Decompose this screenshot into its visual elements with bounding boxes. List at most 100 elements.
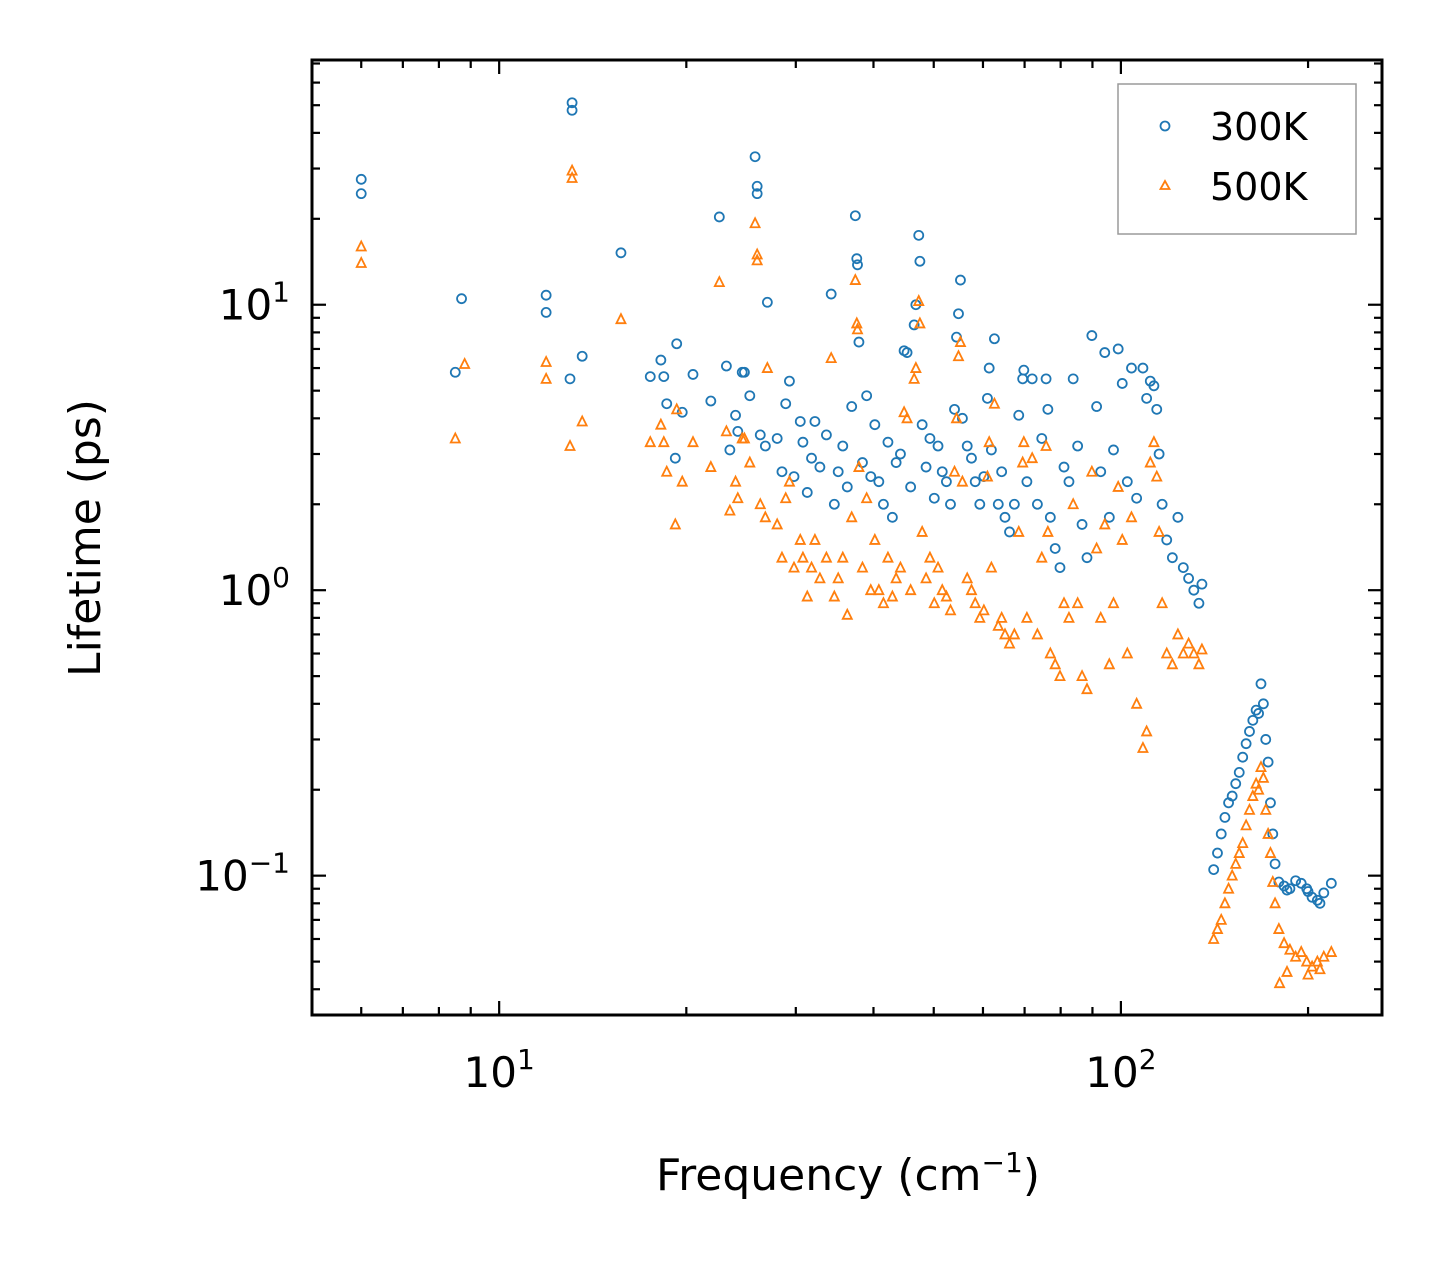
data-point-500K: [1041, 524, 1054, 537]
data-point-500K: [1136, 741, 1149, 753]
data-point-500K: [1207, 931, 1220, 944]
data-point-500K: [801, 589, 814, 602]
data-point-500K: [1040, 438, 1053, 451]
x-axis-title: Frequency (cm−1): [656, 1146, 1040, 1201]
data-point-500K: [890, 571, 903, 584]
data-point-300K: [540, 307, 552, 318]
data-point-500K: [1211, 922, 1224, 934]
data-point-500K: [901, 411, 914, 424]
data-point-300K: [355, 188, 367, 200]
data-point-500K: [985, 560, 998, 573]
data-point-500K: [1269, 896, 1282, 909]
y-axis-title: Lifetime (ps): [60, 399, 111, 677]
y-tick-label: 100: [219, 561, 290, 615]
data-point-500K: [576, 414, 589, 427]
data-point-300K: [949, 403, 960, 415]
data-point-300K: [720, 360, 732, 372]
data-point-500K: [657, 435, 670, 448]
data-point-500K: [1054, 669, 1066, 682]
data-point-300K: [1151, 403, 1163, 415]
data-point-500K: [1076, 669, 1089, 682]
data-point-500K: [999, 627, 1011, 640]
data-point-500K: [886, 589, 899, 602]
y-tick-label: 10−1: [195, 847, 290, 901]
data-point-300K: [1137, 362, 1149, 374]
data-point-500K: [936, 583, 949, 596]
data-point-500K: [849, 273, 862, 285]
data-point-300K: [1230, 778, 1242, 790]
data-point-300K: [966, 452, 977, 464]
data-point-500K: [1252, 782, 1265, 795]
data-point-300K: [1212, 847, 1223, 859]
data-point-500K: [1229, 856, 1242, 869]
series-500K: [355, 163, 1338, 989]
data-point-300K: [1049, 543, 1061, 554]
data-point-500K: [644, 435, 657, 448]
legend-marker-500k: [1158, 179, 1172, 190]
data-point-500K: [1017, 435, 1030, 448]
data-point-300K: [751, 188, 763, 200]
data-point-500K: [877, 596, 890, 609]
data-point-300K: [776, 466, 788, 478]
data-point-300K: [1042, 403, 1054, 415]
data-point-500K: [973, 610, 986, 623]
data-point-300K: [1290, 875, 1302, 887]
data-point-300K: [801, 487, 813, 498]
data-point-300K: [1153, 448, 1165, 460]
data-point-500K: [1008, 627, 1021, 640]
data-point-300K: [658, 371, 670, 383]
x-tick-label: 102: [1085, 1043, 1156, 1097]
data-point-500K: [1273, 976, 1286, 989]
data-point-500K: [540, 355, 553, 367]
data-point-500K: [1156, 596, 1169, 609]
data-point-300K: [1255, 678, 1267, 690]
data-point-300K: [687, 369, 699, 380]
data-point-300K: [1318, 887, 1330, 899]
data-point-300K: [1116, 378, 1128, 389]
data-point-300K: [759, 440, 771, 452]
data-point-300K: [1026, 373, 1038, 385]
data-point-500K: [749, 216, 762, 229]
data-point-500K: [845, 510, 858, 523]
data-point-300K: [1295, 877, 1307, 889]
data-point-300K: [661, 398, 673, 410]
data-point-300K: [1253, 708, 1264, 719]
data-point-300K: [1265, 797, 1276, 809]
data-point-300K: [890, 457, 902, 468]
data-point-500K: [676, 474, 689, 487]
data-point-300K: [1017, 373, 1029, 385]
data-point-300K: [1240, 738, 1252, 750]
data-point-500K: [940, 589, 953, 602]
data-point-500K: [1302, 967, 1315, 980]
data-point-500K: [1259, 802, 1272, 815]
data-point-300K: [953, 308, 964, 320]
data-point-300K: [780, 398, 792, 410]
data-point-500K: [965, 583, 978, 596]
data-point-300K: [540, 289, 552, 301]
data-point-500K: [872, 583, 885, 596]
data-point-500K: [1107, 596, 1120, 609]
data-point-500K: [1281, 964, 1293, 977]
data-point-500K: [1240, 818, 1253, 831]
data-point-300K: [908, 319, 920, 331]
data-point-500K: [1246, 789, 1259, 801]
data-point-300K: [851, 253, 863, 265]
data-point-300K: [1237, 751, 1249, 763]
data-point-500K: [1058, 596, 1070, 609]
data-point-500K: [956, 474, 969, 487]
data-point-500K: [1144, 455, 1157, 468]
data-point-300K: [1058, 461, 1070, 473]
data-point-300K: [749, 151, 761, 163]
data-point-500K: [1226, 868, 1239, 881]
data-point-500K: [1067, 497, 1080, 510]
data-point-500K: [729, 474, 742, 487]
data-point-300K: [989, 333, 1000, 345]
data-point-500K: [1222, 881, 1235, 894]
data-point-300K: [1099, 347, 1111, 358]
data-point-500K: [995, 610, 1008, 623]
data-point-500K: [916, 524, 929, 537]
data-point-500K: [1125, 510, 1138, 523]
data-point-500K: [894, 560, 907, 573]
data-point-300K: [1126, 362, 1137, 374]
data-point-300K: [1086, 330, 1098, 341]
